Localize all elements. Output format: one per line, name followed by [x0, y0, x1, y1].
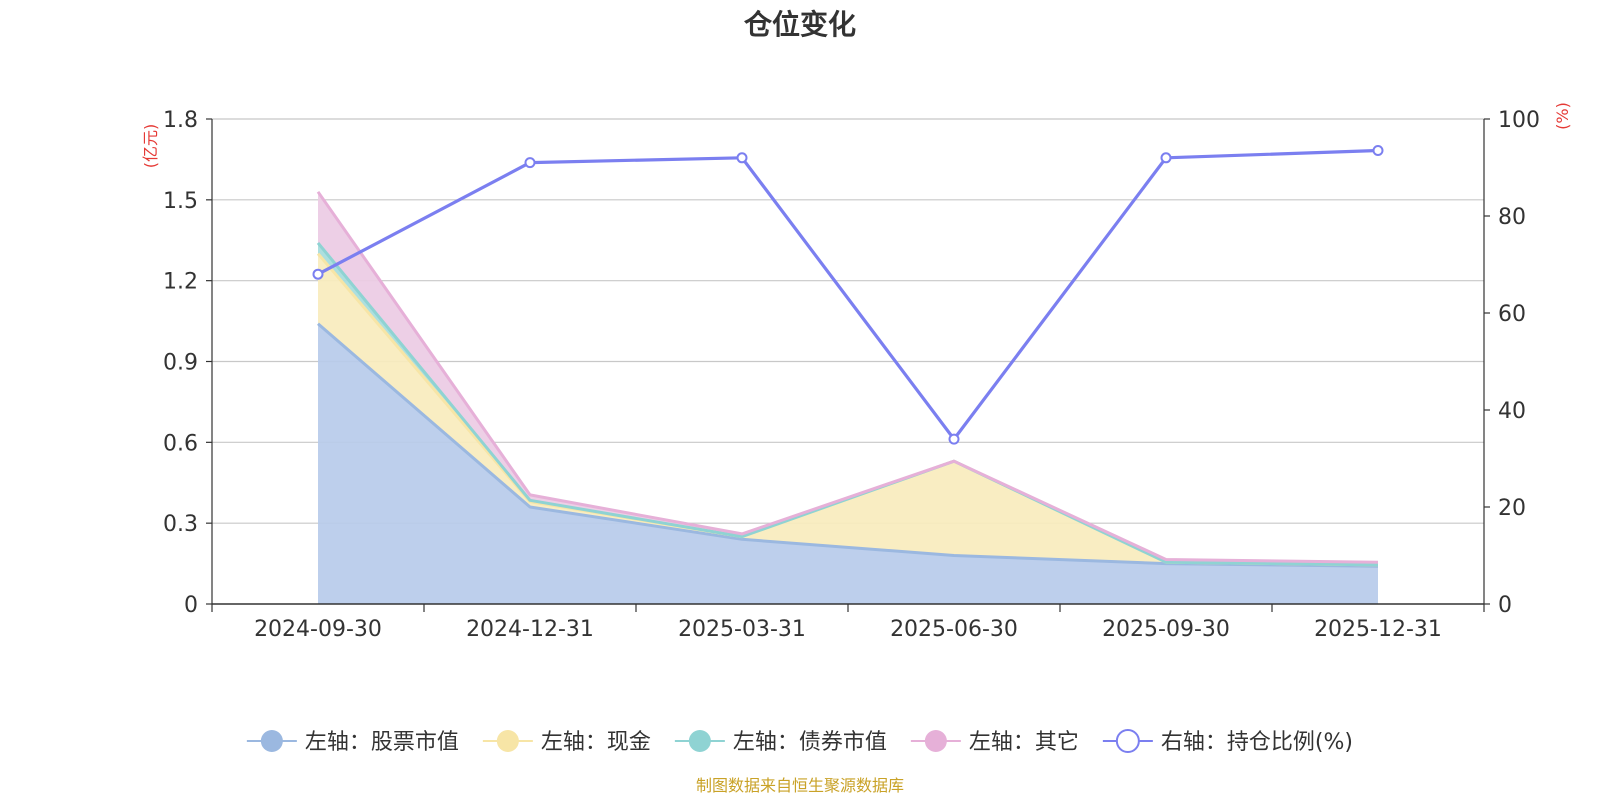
legend-symbol-circle [496, 730, 519, 752]
left-axis-tick-label: 0.3 [163, 512, 198, 537]
legend-symbol-circle [924, 730, 947, 752]
holding-ratio-point [312, 268, 324, 280]
left-axis-tick-label: 1.8 [163, 108, 198, 133]
area-line-3 [316, 190, 1379, 564]
holding-ratio-point [524, 157, 536, 169]
axes: 0 0.3 0.6 0.9 1.2 1.5 1.8 0 20 40 60 80 100 2024-09-3… [163, 108, 1540, 642]
left-axis-tick-label: 1.5 [163, 189, 198, 214]
right-axis-tick-label: 0 [1498, 593, 1512, 618]
x-axis-tick-label: 2025-12-31 [1314, 617, 1442, 642]
x-axis-tick-label: 2025-09-30 [1102, 617, 1230, 642]
left-axis-tick-label: 0.6 [163, 431, 198, 456]
legend-symbol-circle [260, 730, 283, 752]
right-axis-tick-label: 20 [1498, 496, 1526, 521]
x-axis-tick-label: 2025-06-30 [890, 617, 1018, 642]
legend: 左轴：股票市值 左轴：现金 左轴：债券市值 左轴：其它 右轴：持仓比例(%) [246, 729, 1353, 755]
right-axis-tick-label: 60 [1498, 302, 1526, 327]
right-axis-unit: (%) [1553, 102, 1572, 130]
right-axis-tick-label: 80 [1498, 205, 1526, 230]
legend-label: 右轴：持仓比例(%) [1161, 730, 1353, 755]
stacked-areas [316, 190, 1379, 604]
holding-ratio-line [317, 148, 1379, 441]
left-axis-tick-label: 0.9 [163, 351, 198, 376]
chart-title: 仓位变化 [744, 8, 856, 41]
legend-symbol-circle [688, 730, 711, 752]
x-axis-tick-label: 2024-09-30 [254, 617, 382, 642]
holding-ratio-point [1160, 152, 1172, 164]
legend-symbol-hollow-circle [1115, 729, 1140, 753]
source-note: 制图数据来自恒生聚源数据库 [696, 776, 904, 795]
holding-ratio-line-layer [312, 145, 1384, 445]
left-axis-unit: (亿元) [141, 124, 160, 169]
holding-ratio-point [1372, 145, 1384, 157]
legend-label: 左轴：股票市值 [305, 730, 459, 755]
right-axis-tick-label: 100 [1498, 108, 1540, 133]
left-axis-tick-label: 0 [184, 593, 198, 618]
x-axis-tick-label: 2025-03-31 [678, 617, 806, 642]
legend-label: 左轴：债券市值 [733, 730, 887, 755]
x-axis-tick-label: 2024-12-31 [466, 617, 594, 642]
area-0 [318, 323, 1378, 604]
legend-label: 左轴：现金 [541, 730, 651, 755]
left-axis-tick-label: 1.2 [163, 270, 198, 295]
legend-label: 左轴：其它 [969, 730, 1079, 755]
area-1 [318, 253, 1378, 567]
holding-ratio-point [948, 433, 960, 445]
holding-ratio-point [736, 152, 748, 164]
right-axis-tick-label: 40 [1498, 399, 1526, 424]
